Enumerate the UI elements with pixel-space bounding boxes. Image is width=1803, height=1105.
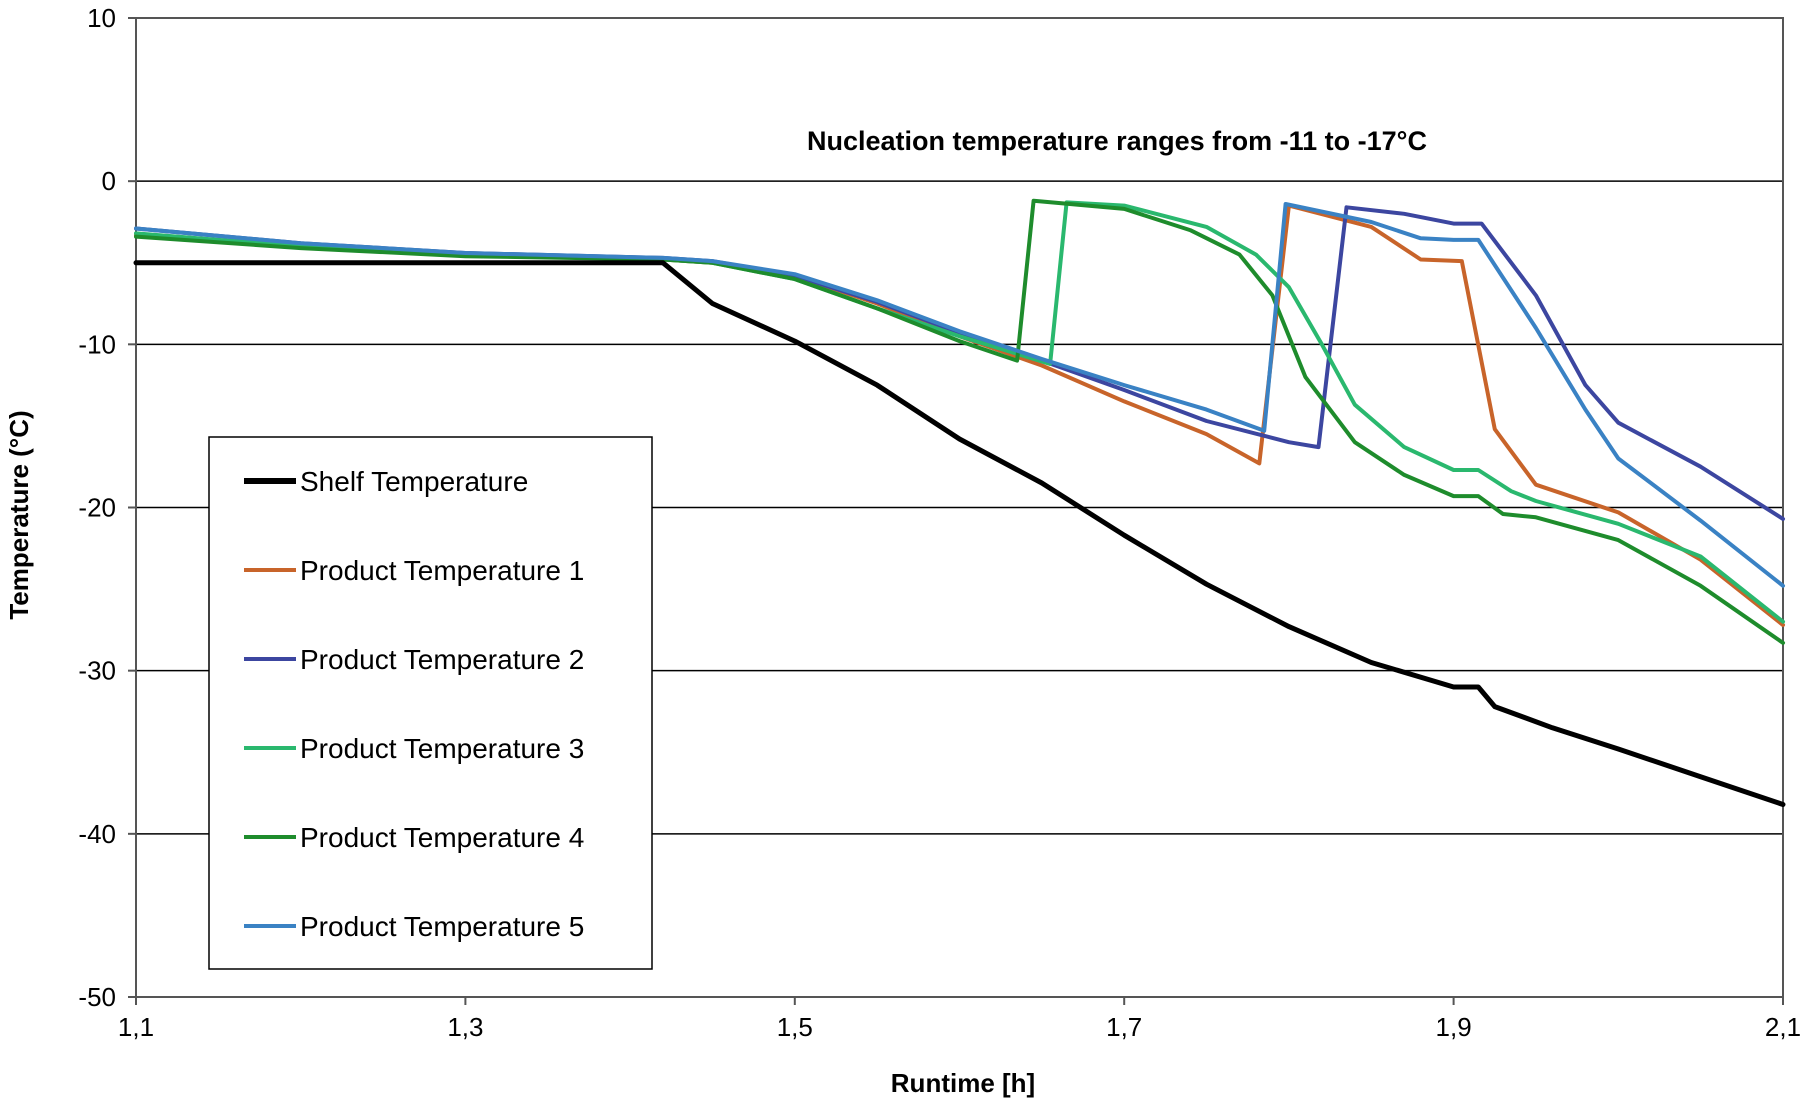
x-tick-label: 1,3 [447, 1012, 483, 1042]
x-tick-label: 2,1 [1765, 1012, 1801, 1042]
series-line-shelf-temperature [133, 260, 1786, 807]
x-tick-label: 1,5 [777, 1012, 813, 1042]
x-tick-label: 1,9 [1436, 1012, 1472, 1042]
nucleation-annotation: Nucleation temperature ranges from -11 t… [807, 126, 1427, 156]
y-axis-title: Temperature (°C) [4, 410, 34, 619]
y-axis-ticks: 10 0 -10 -20 -30 -40 -50 [78, 3, 136, 1012]
y-tick-label: 0 [102, 166, 116, 196]
y-tick-label: -40 [78, 819, 116, 849]
y-tick-label: -50 [78, 982, 116, 1012]
y-tick-label: -30 [78, 656, 116, 686]
x-tick-label: 1,7 [1106, 1012, 1142, 1042]
legend-label: Product Temperature 4 [300, 822, 584, 853]
y-tick-label: -20 [78, 493, 116, 523]
legend-label: Shelf Temperature [300, 466, 528, 497]
legend: Shelf Temperature Product Temperature 1 Pr… [208, 436, 653, 970]
x-axis-ticks: 1,1 1,3 1,5 1,7 1,9 2,1 [118, 997, 1801, 1042]
legend-label: Product Temperature 2 [300, 644, 584, 675]
series-layer [133, 198, 1786, 807]
y-tick-label: 10 [87, 3, 116, 33]
legend-label: Product Temperature 1 [300, 555, 584, 586]
legend-box [208, 436, 653, 970]
series-line-product-temperature-5 [134, 202, 1785, 588]
legend-items: Shelf Temperature Product Temperature 1 Pr… [244, 466, 584, 942]
x-tick-label: 1,1 [118, 1012, 154, 1042]
legend-label: Product Temperature 3 [300, 733, 584, 764]
y-tick-label: -10 [78, 329, 116, 359]
legend-label: Product Temperature 5 [300, 911, 584, 942]
x-axis-title: Runtime [h] [891, 1068, 1035, 1098]
